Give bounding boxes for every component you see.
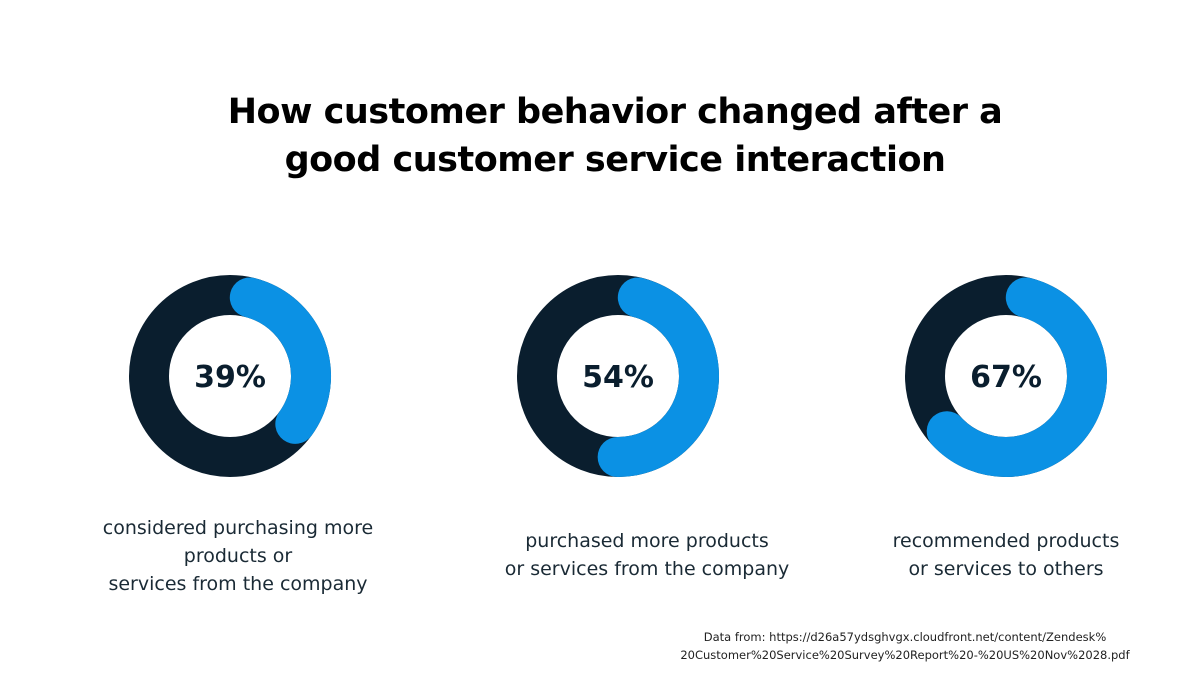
caption-1-line-2: products or [183, 545, 293, 567]
donut-chart-3: 67% [905, 275, 1107, 477]
donut-2-percent-label: 54% [582, 360, 654, 395]
chart-title-line-1: How customer behavior changed after a [227, 92, 1003, 132]
caption-3: recommended products or services to othe… [836, 527, 1176, 583]
donut-1-value-arc [229, 277, 331, 444]
caption-2-line-1: purchased more products [525, 530, 769, 552]
source-line-2: 20Customer%20Service%20Survey%20Report%2… [680, 648, 1130, 662]
donut-chart-2: 54% [517, 275, 719, 478]
caption-1-line-3: services from the company [108, 573, 368, 595]
chart-title: How customer behavior changed after a go… [0, 88, 1200, 184]
caption-1-line-1: considered purchasing more [102, 517, 374, 539]
chart-title-line-2: good customer service interaction [284, 140, 946, 180]
donut-3-value-arc [926, 277, 1107, 477]
donut-1-percent-label: 39% [194, 360, 266, 395]
source-line-1: Data from: https://d26a57ydsghvgx.cloudf… [703, 630, 1107, 644]
caption-3-line-2: or services to others [908, 558, 1104, 580]
source-note: Data from: https://d26a57ydsghvgx.cloudf… [660, 628, 1150, 664]
caption-2: purchased more products or services from… [477, 527, 817, 583]
caption-1: considered purchasing more products or s… [68, 514, 408, 598]
donut-3-percent-label: 67% [970, 360, 1042, 395]
caption-2-line-2: or services from the company [504, 558, 790, 580]
caption-3-line-1: recommended products [892, 530, 1120, 552]
donut-2-value-arc [597, 277, 719, 478]
donut-chart-1: 39% [129, 275, 331, 477]
